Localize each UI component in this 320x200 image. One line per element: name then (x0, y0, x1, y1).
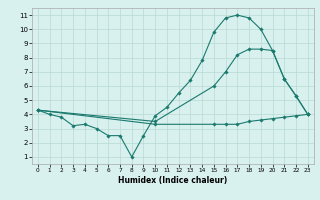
X-axis label: Humidex (Indice chaleur): Humidex (Indice chaleur) (118, 176, 228, 185)
